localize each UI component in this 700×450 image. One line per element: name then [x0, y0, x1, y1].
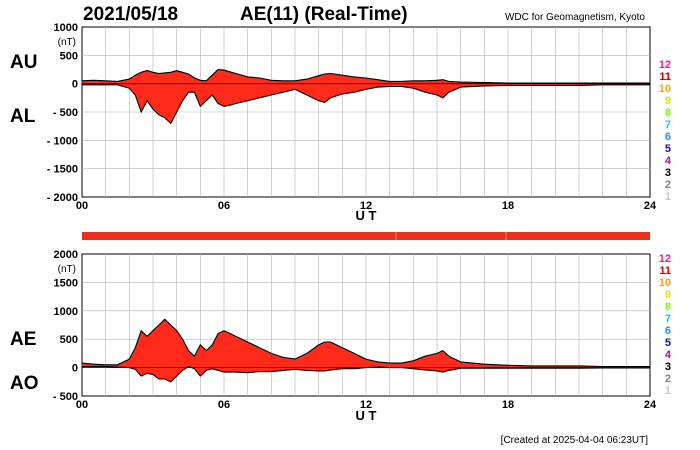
legend-station-number: 12: [659, 59, 671, 71]
y-tick-label: 1000: [54, 306, 78, 318]
x-tick-label: 06: [218, 200, 230, 212]
x-tick-label: 24: [644, 399, 657, 411]
legend-station-number: 9: [665, 95, 671, 107]
legend-station-number: 12: [659, 253, 671, 265]
legend-station-number: 10: [659, 83, 671, 95]
x-axis-label: U T: [356, 408, 377, 423]
series-area-fill: [82, 319, 650, 382]
series-line-lower: [82, 84, 650, 125]
x-tick-label: 12: [360, 399, 372, 411]
date-title: 2021/05/18: [83, 4, 178, 25]
y-tick-label: - 500: [53, 391, 78, 403]
legend-station-number: 1: [665, 385, 671, 397]
legend-station-number: 6: [665, 325, 671, 337]
y-tick-label: 500: [60, 50, 78, 62]
chart-title: AE(11) (Real-Time): [240, 4, 408, 25]
legend-station-number: 5: [665, 143, 671, 155]
series-line-upper: [81, 318, 650, 368]
legend-station-number: 2: [665, 373, 671, 385]
x-tick-label: 18: [502, 200, 514, 212]
legend-station-number: 11: [659, 71, 671, 83]
legend-station-number: 11: [659, 265, 671, 277]
x-tick-label: 18: [502, 399, 514, 411]
created-timestamp: [Created at 2025-04-04 06:23UT]: [501, 435, 649, 446]
x-tick-label: 06: [218, 399, 230, 411]
legend-station-number: 2: [665, 179, 671, 191]
x-tick-label: 00: [76, 399, 88, 411]
y-tick-label: 0: [72, 79, 78, 91]
x-tick-label: 00: [76, 200, 88, 212]
y-tick-label: 500: [60, 334, 78, 346]
legend-station-number: 9: [665, 289, 671, 301]
y-tick-label: - 1500: [47, 164, 78, 176]
y-tick-label: - 500: [53, 107, 78, 119]
legend-station-number: 5: [665, 337, 671, 349]
legend-station-number: 4: [665, 155, 672, 167]
y-tick-label: 1000: [54, 22, 78, 34]
series-line-upper: [81, 68, 650, 84]
legend-station-number: 7: [665, 313, 671, 325]
y-tick-label: - 2000: [47, 192, 78, 204]
legend-station-number: 4: [665, 349, 672, 361]
legend-station-number: 3: [665, 167, 671, 179]
legend-station-number: 8: [665, 301, 671, 313]
legend-station-number: 10: [659, 277, 671, 289]
legend-station-number: 3: [665, 361, 671, 373]
legend-station-number: 1: [665, 191, 671, 203]
upper-series-label: AU: [10, 52, 37, 73]
legend-station-number: 6: [665, 131, 671, 143]
y-unit-label: (nT): [58, 37, 76, 48]
series-line-lower: [82, 365, 650, 383]
y-tick-label: 2000: [54, 249, 78, 261]
y-tick-label: 0: [72, 363, 78, 375]
lower-series-label: AL: [10, 106, 36, 127]
y-tick-label: 1500: [54, 277, 78, 289]
lower-series-label: AO: [10, 373, 39, 394]
x-axis-label: U T: [356, 208, 377, 223]
source-credit: WDC for Geomagnetism, Kyoto: [505, 12, 645, 23]
y-unit-label: (nT): [58, 264, 76, 275]
series-area-fill: [82, 69, 650, 124]
legend-station-number: 8: [665, 107, 671, 119]
upper-series-label: AE: [10, 329, 36, 350]
y-tick-label: - 1000: [47, 135, 78, 147]
x-tick-label: 24: [644, 200, 657, 212]
legend-station-number: 7: [665, 119, 671, 131]
x-tick-label: 12: [360, 200, 372, 212]
separator-bar: [82, 232, 650, 240]
